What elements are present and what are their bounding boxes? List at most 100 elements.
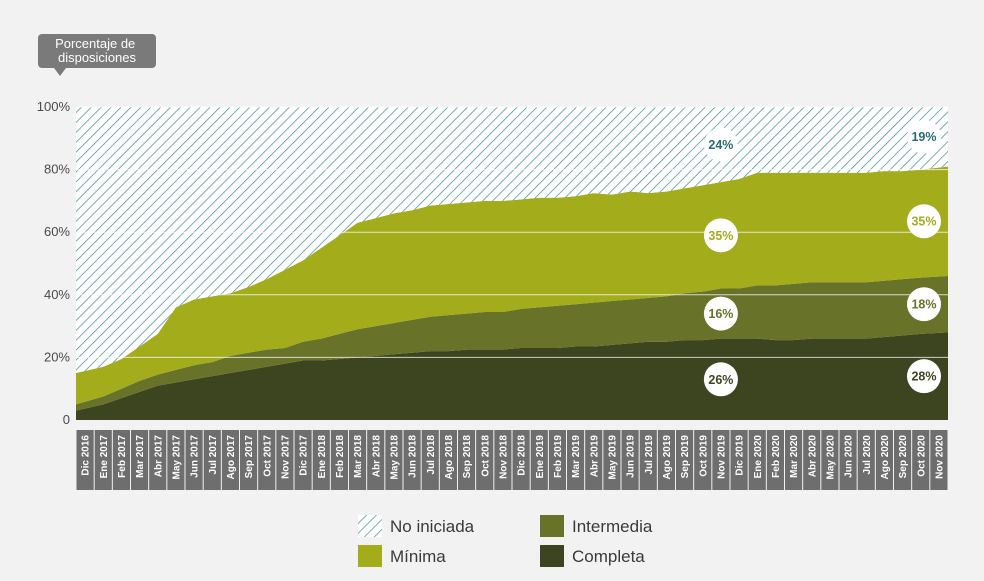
legend-label-completa: Completa <box>572 547 645 566</box>
x-tick-label: Dic 2019 <box>735 435 746 476</box>
data-label: 24% <box>708 138 733 152</box>
x-tick-label: Mar 2017 <box>135 435 146 478</box>
badge-circle <box>703 218 738 253</box>
badge-circle <box>703 296 738 331</box>
x-tick-label: Ene 2020 <box>753 435 764 479</box>
data-label: 28% <box>911 370 936 384</box>
legend: No iniciada Intermedia Mínima Completa <box>358 515 653 567</box>
legend-label-minima: Mínima <box>390 547 446 566</box>
x-tick-tile <box>639 430 657 490</box>
legend-swatch-minima <box>358 545 382 567</box>
x-tick-label: Ago 2018 <box>444 435 455 480</box>
legend-swatch-no-iniciada <box>358 515 382 537</box>
legend-swatch-intermedia <box>540 515 564 537</box>
x-tick-label: Mar 2020 <box>789 435 800 478</box>
x-tick-label: Mar 2019 <box>571 435 582 478</box>
x-tick-tile <box>367 430 385 490</box>
x-tick-tile <box>839 430 857 490</box>
y-axis-label-line-1: Porcentaje de <box>55 36 135 51</box>
x-tick-tile <box>312 430 330 490</box>
x-tick-tile <box>530 430 548 490</box>
x-tick-tile <box>149 430 167 490</box>
y-axis-label-pointer <box>54 68 66 76</box>
x-tick-tile <box>385 430 403 490</box>
x-tick-label: May 2020 <box>825 435 836 480</box>
x-tick-label: Ago 2019 <box>662 435 673 480</box>
y-tick-label: 40% <box>44 287 70 302</box>
legend-swatch-completa <box>540 545 564 567</box>
x-tick-tile <box>349 430 367 490</box>
y-axis-label: Porcentaje de disposiciones <box>38 34 156 76</box>
x-tick-tile <box>567 430 585 490</box>
x-tick-label: Sep 2019 <box>680 435 691 479</box>
x-tick-label: Oct 2019 <box>698 435 709 477</box>
x-tick-tile <box>894 430 912 490</box>
x-tick-label: Mar 2018 <box>353 435 364 478</box>
x-tick-tile <box>748 430 766 490</box>
x-tick-tile <box>258 430 276 490</box>
data-label: 18% <box>911 298 936 312</box>
x-tick-label: Sep 2020 <box>898 435 909 479</box>
x-tick-tile <box>221 430 239 490</box>
x-tick-label: Nov 2017 <box>280 435 291 479</box>
x-tick-tile <box>294 430 312 490</box>
y-tick-label: 100% <box>37 99 71 114</box>
data-label: 26% <box>708 373 733 387</box>
x-tick-label: Dic 2016 <box>81 435 92 476</box>
legend-label-no-iniciada: No iniciada <box>390 517 475 536</box>
area-no-iniciada <box>76 107 948 374</box>
x-tick-label: Jul 2020 <box>862 435 873 475</box>
x-tick-tile <box>912 430 930 490</box>
x-tick-label: Feb 2020 <box>771 435 782 478</box>
x-tick-label: Nov 2018 <box>498 435 509 479</box>
x-tick-label: Dic 2017 <box>299 435 310 476</box>
y-tick-label: 80% <box>44 162 70 177</box>
y-axis-ticks: 0 20% 40% 60% 80% 100% <box>37 99 71 427</box>
badge-circle <box>703 127 738 162</box>
x-tick-label: Ago 2017 <box>226 435 237 480</box>
x-tick-label: Feb 2018 <box>335 435 346 478</box>
badge-circle <box>907 287 941 322</box>
x-tick-tile <box>131 430 149 490</box>
x-tick-tile <box>857 430 875 490</box>
x-tick-tile <box>548 430 566 490</box>
area-layers <box>76 107 948 420</box>
x-tick-tile <box>875 430 893 490</box>
x-tick-tile <box>657 430 675 490</box>
x-tick-tile <box>621 430 639 490</box>
value-badges: 24% 35% 16% 26% 19% 35% 18% 28% <box>703 119 941 397</box>
x-tick-label: Abr 2017 <box>153 435 164 478</box>
x-tick-label: Ene 2019 <box>535 435 546 479</box>
y-tick-label: 0 <box>63 412 70 427</box>
x-tick-label: Ago 2020 <box>880 435 891 480</box>
x-tick-label: Jun 2019 <box>626 435 637 478</box>
x-tick-tile <box>603 430 621 490</box>
x-tick-label: Feb 2017 <box>117 435 128 478</box>
x-tick-label: Dic 2018 <box>517 435 528 476</box>
x-tick-tile <box>185 430 203 490</box>
x-tick-tile <box>240 430 258 490</box>
x-tick-tile <box>676 430 694 490</box>
legend-label-intermedia: Intermedia <box>572 517 653 536</box>
x-tick-tile <box>330 430 348 490</box>
y-tick-label: 60% <box>44 224 70 239</box>
x-tick-tile <box>94 430 112 490</box>
x-tick-tile <box>439 430 457 490</box>
x-tick-label: Jun 2018 <box>408 435 419 478</box>
badge-circle <box>907 204 941 239</box>
y-axis-label-line-2: disposiciones <box>58 50 137 65</box>
badge-circle <box>907 119 941 154</box>
x-tick-tile <box>494 430 512 490</box>
x-tick-label: Sep 2018 <box>462 435 473 479</box>
x-tick-tile <box>403 430 421 490</box>
x-tick-tile <box>276 430 294 490</box>
data-label: 19% <box>911 130 936 144</box>
data-label: 35% <box>708 229 733 243</box>
x-tick-label: Jul 2018 <box>426 435 437 475</box>
x-tick-tile <box>930 430 948 490</box>
x-tick-label: Sep 2017 <box>244 435 255 479</box>
area-completa <box>76 332 948 420</box>
x-tick-tile <box>112 430 130 490</box>
x-tick-label: Jun 2017 <box>190 435 201 478</box>
